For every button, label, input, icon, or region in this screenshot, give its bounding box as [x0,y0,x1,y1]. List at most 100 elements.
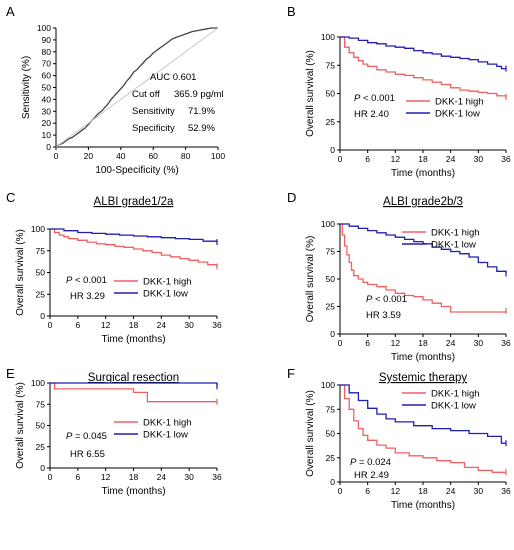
x-tick-label: 36 [501,154,511,164]
y-tick-label: 70 [42,59,52,69]
reference-line [55,27,219,148]
y-axis-label: Overall survival (%) [305,50,316,137]
panel-letter: E [6,366,15,381]
panel-letter: F [287,366,295,381]
x-tick-label: 18 [129,472,139,482]
y-axis-label: Overall survival (%) [15,229,26,316]
panel-letter: A [6,4,15,19]
x-tick-label: 36 [501,338,511,348]
legend-label-low: DKK-1 low [143,430,188,441]
x-tick-label: 6 [365,154,370,164]
x-tick-label: 6 [75,472,80,482]
sensitivity-label: Sensitivity [132,106,175,117]
y-tick-label: 75 [36,399,46,409]
x-tick-label: 18 [418,338,428,348]
km-curve-low [340,36,506,70]
x-axis-label: Time (months) [391,168,455,179]
y-tick-label: 50 [36,421,46,431]
x-tick-label: 12 [391,338,401,348]
x-tick-label: 100 [211,151,225,161]
panel-title: ALBI grade2b/3 [383,196,463,208]
x-tick-label: 30 [184,320,194,330]
x-tick-label: 36 [212,472,222,482]
specificity-value: 52.9% [188,123,215,134]
x-tick-label: 18 [418,154,428,164]
x-tick-label: 0 [338,486,343,496]
legend-label-high: DKK-1 high [143,418,192,429]
specificity-label: Specificity [132,123,175,134]
km-curve-low [340,384,506,444]
hr-label: HR 2.49 [354,470,389,481]
hr-label: HR 2.40 [354,109,389,120]
legend-label-low: DKK-1 low [431,240,476,251]
y-tick-label: 100 [321,219,335,229]
y-tick-label: 50 [326,274,336,284]
x-tick-label: 40 [116,151,126,161]
legend-label-low: DKK-1 low [435,109,480,120]
x-tick-label: 24 [157,472,167,482]
x-tick-label: 18 [418,486,428,496]
x-tick-label: 24 [446,486,456,496]
panel-f: F Systemic therapy 0 6 12 18 24 30 36 0 25 50 75 100 T… [287,366,511,511]
km-curve-high [50,228,218,267]
x-tick-label: 24 [446,154,456,164]
y-tick-label: 25 [326,117,336,127]
x-tick-label: 6 [365,338,370,348]
legend-label-low: DKK-1 low [431,401,476,412]
y-tick-label: 75 [326,247,336,257]
km-curve-low [50,228,218,243]
km-curve-low [50,382,218,387]
y-tick-label: 30 [42,106,52,116]
panel-letter: C [6,190,15,205]
x-tick-label: 30 [474,486,484,496]
y-tick-label: 40 [42,94,52,104]
y-tick-label: 0 [330,477,335,487]
y-tick-label: 10 [42,130,52,140]
x-tick-label: 12 [101,320,111,330]
hr-label: HR 6.55 [70,449,105,460]
km-curve-high [340,36,507,97]
y-tick-label: 50 [326,429,336,439]
x-tick-label: 0 [48,320,53,330]
km-curve-high [50,382,217,403]
km-curve-high [340,223,507,313]
panel-letter: D [287,190,296,205]
y-tick-label: 0 [40,311,45,321]
panel-title: Surgical resection [88,372,179,384]
panel-a: A0 20 40 60 80 1000102030405060708090100100-S… [6,4,225,176]
p-value-label: P < 0.001 [366,294,407,305]
sensitivity-value: 71.9% [188,106,215,117]
y-tick-label: 60 [42,71,52,81]
hr-label: HR 3.29 [70,291,105,302]
x-axis-label: Time (months) [101,334,165,345]
x-tick-label: 6 [75,320,80,330]
y-tick-label: 50 [326,89,336,99]
x-tick-label: 12 [391,154,401,164]
y-tick-label: 90 [42,35,52,45]
y-tick-label: 25 [36,442,46,452]
x-tick-label: 0 [48,472,53,482]
legend-label-low: DKK-1 low [143,289,188,300]
x-tick-label: 60 [148,151,158,161]
cutoff-label: Cut off [132,89,160,100]
y-tick-label: 100 [321,32,335,42]
y-tick-label: 25 [36,289,46,299]
p-value-label: P < 0.001 [66,275,107,286]
x-tick-label: 18 [129,320,139,330]
y-tick-label: 25 [326,453,336,463]
x-tick-label: 30 [184,472,194,482]
panel-b: B 0 6 12 18 24 30 36 0 25 50 75 100 Time (months) Over… [287,4,511,179]
p-value-label: P = 0.045 [66,431,107,442]
p-value-label: P = 0.024 [350,457,391,468]
auc-label: AUC 0.601 [150,72,196,83]
legend-label-high: DKK-1 high [143,277,192,288]
x-axis-label: 100-Specificity (%) [95,165,178,176]
y-axis-label: Overall survival (%) [15,382,26,469]
roc-curve [55,27,218,148]
y-tick-label: 50 [36,268,46,278]
legend-label-high: DKK-1 high [431,228,480,239]
y-axis-label: Sensitivity (%) [21,56,32,119]
panel-title: ALBI grade1/2a [94,196,175,208]
x-axis-label: Time (months) [391,500,455,511]
